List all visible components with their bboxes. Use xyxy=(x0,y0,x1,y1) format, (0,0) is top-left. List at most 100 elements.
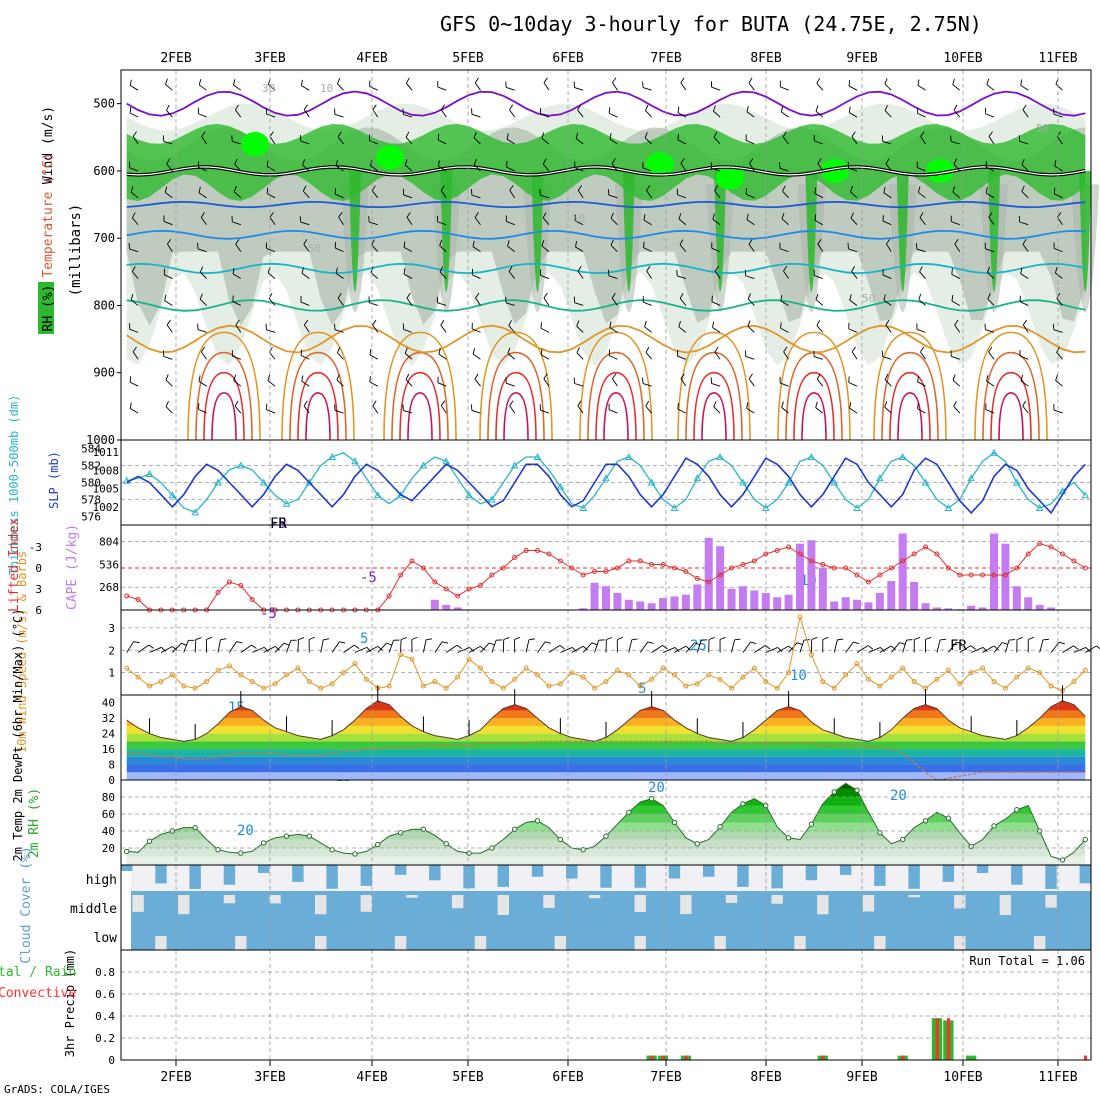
wind-speed-marker xyxy=(455,674,461,680)
wind-barb xyxy=(335,159,338,166)
wind-barb xyxy=(1019,140,1029,145)
wind-barb xyxy=(164,300,173,306)
wind-barb xyxy=(199,293,203,300)
wind-speed-marker xyxy=(843,672,849,678)
wind-speed-marker xyxy=(637,683,643,689)
lifted-index-marker xyxy=(968,572,974,578)
wind-barb xyxy=(507,240,510,247)
rh-marker xyxy=(329,847,335,853)
wind-speed-marker xyxy=(523,665,529,671)
wind-barb xyxy=(372,319,377,326)
surface-wind-barb xyxy=(899,642,906,645)
wind-barb xyxy=(782,190,789,199)
wind-barb xyxy=(266,329,276,333)
wind-tick-label: 2 xyxy=(108,644,115,657)
wind-speed-marker xyxy=(671,672,677,678)
wind-barb xyxy=(610,212,614,219)
wind-barb xyxy=(543,77,548,83)
wind-barb xyxy=(745,140,755,145)
wind-barb xyxy=(437,86,447,91)
wind-speed-marker xyxy=(249,679,255,685)
wind-barb xyxy=(197,248,207,253)
surface-wind-barb xyxy=(331,641,340,653)
wind-barb xyxy=(405,379,413,387)
wind-barb xyxy=(472,240,475,247)
surface-wind-barb xyxy=(149,646,162,653)
wind-barb xyxy=(611,158,616,164)
thickness-marker xyxy=(168,491,177,499)
wind-barb xyxy=(951,140,960,145)
middle-cloud-gap xyxy=(269,895,281,904)
wind-barb xyxy=(198,381,207,387)
wind-barb xyxy=(335,267,338,274)
wind-barb xyxy=(919,271,926,279)
wind-barb xyxy=(745,275,755,279)
wind-barb xyxy=(130,299,139,306)
wind-barb xyxy=(164,186,168,193)
rh-marker xyxy=(831,789,837,795)
wind-barb xyxy=(440,109,447,118)
wind-barb xyxy=(269,136,276,145)
wind-barb xyxy=(575,132,579,139)
wind-barb xyxy=(783,270,789,279)
precip-tick-label: 0.8 xyxy=(95,966,115,979)
wind-barb xyxy=(166,158,171,165)
cloud-level-label: high xyxy=(86,873,117,888)
wind-barb xyxy=(132,271,139,279)
wind-barb xyxy=(540,354,550,360)
wind-barb xyxy=(1055,380,1063,387)
rh-bright-patch xyxy=(821,158,849,183)
temperature-tick-label: 16 xyxy=(102,743,115,756)
wind-barb xyxy=(200,346,205,353)
wind-barb xyxy=(849,112,858,118)
surface-wind-barb xyxy=(788,645,794,651)
wind-barb xyxy=(1021,158,1025,165)
wind-barb xyxy=(370,159,373,166)
wind-barb xyxy=(849,299,858,306)
wind-barb xyxy=(917,186,921,193)
temperature-contour xyxy=(777,331,851,441)
lifted-index-marker xyxy=(808,558,814,564)
wind-speed-marker xyxy=(660,665,666,671)
wind-speed-marker xyxy=(786,670,792,676)
high-cloud-bar xyxy=(429,865,441,881)
wind-speed-marker xyxy=(158,679,164,685)
high-cloud-bar xyxy=(668,865,681,879)
wind-barb xyxy=(540,327,550,333)
wind-barb xyxy=(404,347,408,354)
precip-total-bar xyxy=(966,1055,977,1060)
thickness-marker xyxy=(465,491,473,499)
wind-barb xyxy=(132,346,137,353)
wind-barb xyxy=(506,220,515,226)
wind-barb xyxy=(814,220,824,226)
wind-barb xyxy=(954,319,959,326)
lifted-index-marker xyxy=(1059,551,1065,557)
wind-speed-marker xyxy=(295,665,301,671)
wind-speed-marker xyxy=(477,665,483,671)
wind-barb xyxy=(438,348,441,355)
wind-barb xyxy=(646,190,653,199)
wind-barb xyxy=(643,301,652,306)
wind-barb xyxy=(577,400,582,407)
wind-barb xyxy=(848,328,858,333)
wind-speed-marker xyxy=(717,676,723,682)
lifted-index-marker xyxy=(455,593,461,599)
wind-barb xyxy=(609,133,612,140)
wind-barb xyxy=(748,82,755,91)
wind-barb xyxy=(235,324,242,333)
thickness-marker xyxy=(214,478,222,486)
rh-green-plume xyxy=(622,170,635,292)
wind-speed-marker xyxy=(1048,683,1054,689)
wind-barb xyxy=(988,212,993,218)
temperature-contour xyxy=(187,331,261,441)
surface-wind-barb xyxy=(559,644,565,650)
wind-barb xyxy=(167,243,173,252)
wind-barb xyxy=(643,214,646,221)
wind-speed-marker xyxy=(808,652,814,658)
wind-barb xyxy=(300,301,310,306)
wind-barb xyxy=(132,136,139,145)
wind-barb xyxy=(884,104,888,111)
wind-barb xyxy=(747,298,755,306)
wind-barb xyxy=(337,352,344,360)
wind-barb xyxy=(815,401,818,408)
